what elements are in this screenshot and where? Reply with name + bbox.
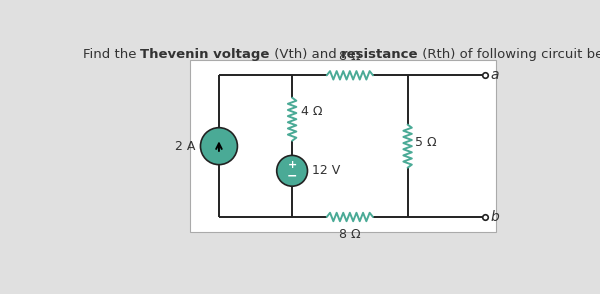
Text: 5 Ω: 5 Ω	[415, 136, 437, 149]
Text: 8 Ω: 8 Ω	[339, 50, 361, 63]
Text: resistance: resistance	[341, 48, 418, 61]
Text: Thevenin voltage: Thevenin voltage	[140, 48, 270, 61]
Text: 12 V: 12 V	[312, 164, 340, 177]
Text: +: +	[287, 161, 297, 171]
Text: a: a	[491, 68, 499, 82]
Text: b: b	[491, 210, 500, 224]
Text: −: −	[287, 170, 298, 183]
Ellipse shape	[277, 156, 308, 186]
Text: Find the: Find the	[83, 48, 140, 61]
Text: 8 Ω: 8 Ω	[339, 228, 361, 241]
Text: (Vth) and: (Vth) and	[270, 48, 341, 61]
Text: (Rth) of following circuit below.: (Rth) of following circuit below.	[418, 48, 600, 61]
Text: 2 A: 2 A	[175, 140, 196, 153]
Ellipse shape	[200, 128, 238, 165]
Text: 4 Ω: 4 Ω	[301, 105, 323, 118]
FancyBboxPatch shape	[190, 60, 496, 232]
